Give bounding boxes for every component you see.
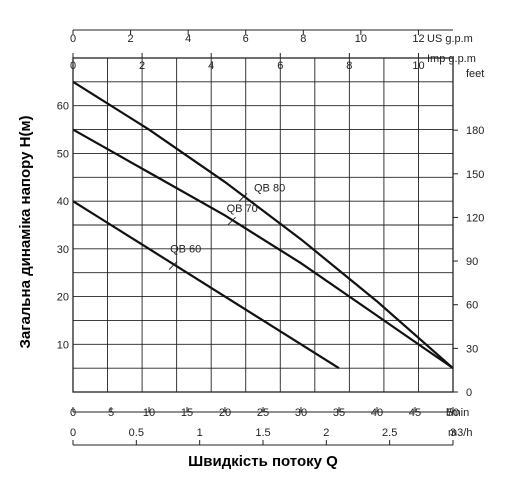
series-label: QB 60 — [170, 244, 201, 256]
y-tick-label: 40 — [57, 196, 69, 208]
m3h-tick-label: 1.5 — [255, 427, 270, 439]
l-min-tick-label: 40 — [371, 407, 383, 419]
y-tick-label: 20 — [57, 292, 69, 304]
us-gpm-tick-label: 6 — [243, 33, 249, 45]
m3h-unit-label: m3/h — [448, 427, 472, 439]
l-min-tick-label: 10 — [143, 407, 155, 419]
m3h-tick-label: 0.5 — [129, 427, 144, 439]
label-layer: 0 2 4 6 8 10 120 2 4 6 8 100 0.5 1 1.5 2 2.5 30 5 10 15 20 25 3… — [57, 30, 484, 445]
l-min-unit-label: l/min — [446, 407, 469, 419]
imp-gpm-tick-label: 8 — [346, 60, 352, 72]
imp-gpm-tick-label: 10 — [412, 60, 424, 72]
series-line-qb-70 — [72, 128, 454, 370]
l-min-tick-label: 5 — [108, 407, 114, 419]
l-min-tick-label: 15 — [181, 407, 193, 419]
us-gpm-tick-label: 0 — [70, 33, 76, 45]
us-gpm-unit-label: US g.p.m — [427, 33, 473, 45]
l-min-tick-label: 20 — [219, 407, 231, 419]
imp-gpm-tick-label: 2 — [139, 60, 145, 72]
y-tick-label: 60 — [57, 101, 69, 113]
y-axis-title: Загальна динаміка напору H(м) — [17, 115, 34, 348]
x-axis-title: Швидкість потоку Q — [188, 453, 338, 470]
feet-unit-label: feet — [466, 68, 484, 80]
y-tick-label: 50 — [57, 148, 69, 160]
imp-gpm-unit-label: Imp g.p.m — [427, 53, 476, 65]
m3h-tick-label: 3 — [450, 427, 456, 439]
us-gpm-tick-label: 8 — [300, 33, 306, 45]
m3h-tick-label: 1 — [197, 427, 203, 439]
l-min-tick-label: 30 — [295, 407, 307, 419]
m3h-tick-label: 2 — [323, 427, 329, 439]
us-gpm-tick-label: 10 — [355, 33, 367, 45]
feet-tick-label: 180 — [466, 125, 484, 137]
us-gpm-tick-label: 4 — [185, 33, 191, 45]
series-label-leader — [238, 193, 248, 202]
l-min-tick-label: 45 — [409, 407, 421, 419]
us-gpm-tick-label: 12 — [412, 33, 424, 45]
plot-frame — [72, 57, 454, 393]
series-line-qb-80 — [72, 80, 454, 369]
feet-tick-label: 90 — [466, 256, 478, 268]
feet-tick-label: 150 — [466, 169, 484, 181]
m3h-tick-label: 0 — [70, 427, 76, 439]
feet-tick-label: 120 — [466, 212, 484, 224]
series-label: QB 80 — [254, 182, 285, 194]
l-min-tick-label: 25 — [257, 407, 269, 419]
feet-tick-label: 30 — [466, 343, 478, 355]
l-min-tick-label: 0 — [70, 407, 76, 419]
series-line-qb-60 — [72, 200, 340, 370]
l-min-tick-label: 35 — [333, 407, 345, 419]
y-tick-label: 10 — [57, 339, 69, 351]
feet-tick-label: 60 — [466, 300, 478, 312]
series-layer: QB 80 QB 70 QB 60 — [72, 80, 454, 370]
series-label: QB 70 — [227, 203, 258, 215]
imp-gpm-tick-label: 6 — [277, 60, 283, 72]
us-gpm-tick-label: 2 — [128, 33, 134, 45]
feet-tick-label: 0 — [466, 387, 472, 399]
m3h-tick-label: 2.5 — [382, 427, 397, 439]
l-min-tick-label: 50 — [447, 407, 459, 419]
y-tick-label: 30 — [57, 244, 69, 256]
series-label-leader — [168, 261, 178, 270]
imp-gpm-tick-label: 4 — [208, 60, 214, 72]
series-label-leader — [227, 216, 236, 226]
